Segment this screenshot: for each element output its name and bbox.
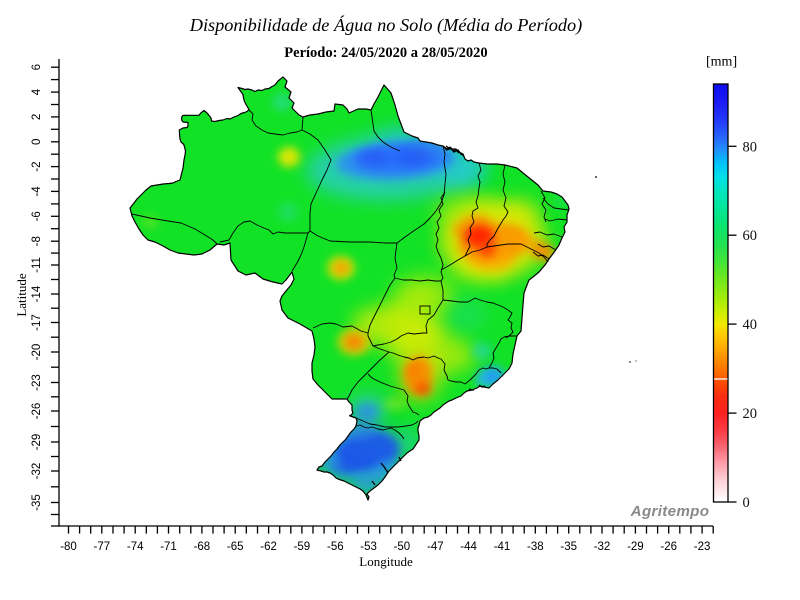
svg-text:-4: -4 — [31, 186, 43, 197]
svg-text:-74: -74 — [127, 541, 144, 553]
svg-text:20: 20 — [743, 406, 758, 422]
svg-text:-6: -6 — [31, 211, 43, 221]
svg-text:-26: -26 — [660, 541, 677, 553]
svg-text:60: 60 — [743, 228, 758, 244]
svg-text:0: 0 — [743, 495, 750, 511]
svg-text:2: 2 — [31, 114, 43, 120]
svg-text:-77: -77 — [93, 541, 110, 553]
svg-text:0: 0 — [31, 139, 43, 145]
svg-text:-14: -14 — [31, 285, 43, 302]
svg-text:-17: -17 — [31, 314, 43, 331]
svg-text:-35: -35 — [560, 541, 577, 553]
svg-text:Disponibilidade de Água no Sol: Disponibilidade de Água no Solo (Média d… — [189, 14, 583, 36]
svg-text:-35: -35 — [31, 494, 43, 511]
svg-text:-8: -8 — [31, 236, 43, 246]
svg-text:Latitude: Latitude — [14, 273, 29, 317]
svg-text:Longitude: Longitude — [359, 554, 413, 569]
svg-text:-68: -68 — [194, 541, 211, 553]
svg-text:-32: -32 — [31, 463, 43, 480]
svg-text:-53: -53 — [360, 541, 377, 553]
svg-text:40: 40 — [743, 317, 758, 333]
svg-text:-41: -41 — [494, 541, 511, 553]
svg-text:Período: 24/05/2020 a 28/05/20: Período: 24/05/2020 a 28/05/2020 — [284, 45, 487, 61]
svg-text:-38: -38 — [527, 541, 544, 553]
svg-text:-59: -59 — [294, 541, 311, 553]
svg-text:-32: -32 — [594, 541, 611, 553]
svg-text:-20: -20 — [31, 344, 43, 361]
svg-text:-2: -2 — [31, 161, 43, 171]
svg-text:-56: -56 — [327, 541, 344, 553]
svg-text:[mm]: [mm] — [706, 55, 737, 70]
svg-text:-71: -71 — [160, 541, 177, 553]
svg-text:Agritempo: Agritempo — [630, 503, 710, 520]
svg-text:-23: -23 — [694, 541, 711, 553]
svg-text:-44: -44 — [460, 541, 477, 553]
svg-text:-50: -50 — [394, 541, 411, 553]
svg-text:-29: -29 — [31, 434, 43, 451]
svg-text:-11: -11 — [31, 257, 43, 273]
svg-text:-47: -47 — [427, 541, 444, 553]
svg-text:4: 4 — [31, 88, 43, 95]
svg-text:-23: -23 — [31, 374, 43, 391]
svg-text:-29: -29 — [627, 541, 644, 553]
svg-text:80: 80 — [743, 139, 758, 155]
svg-text:-65: -65 — [227, 541, 244, 553]
svg-text:6: 6 — [31, 64, 43, 70]
svg-text:-26: -26 — [31, 403, 43, 420]
svg-text:-80: -80 — [60, 541, 77, 553]
svg-text:-62: -62 — [260, 541, 277, 553]
